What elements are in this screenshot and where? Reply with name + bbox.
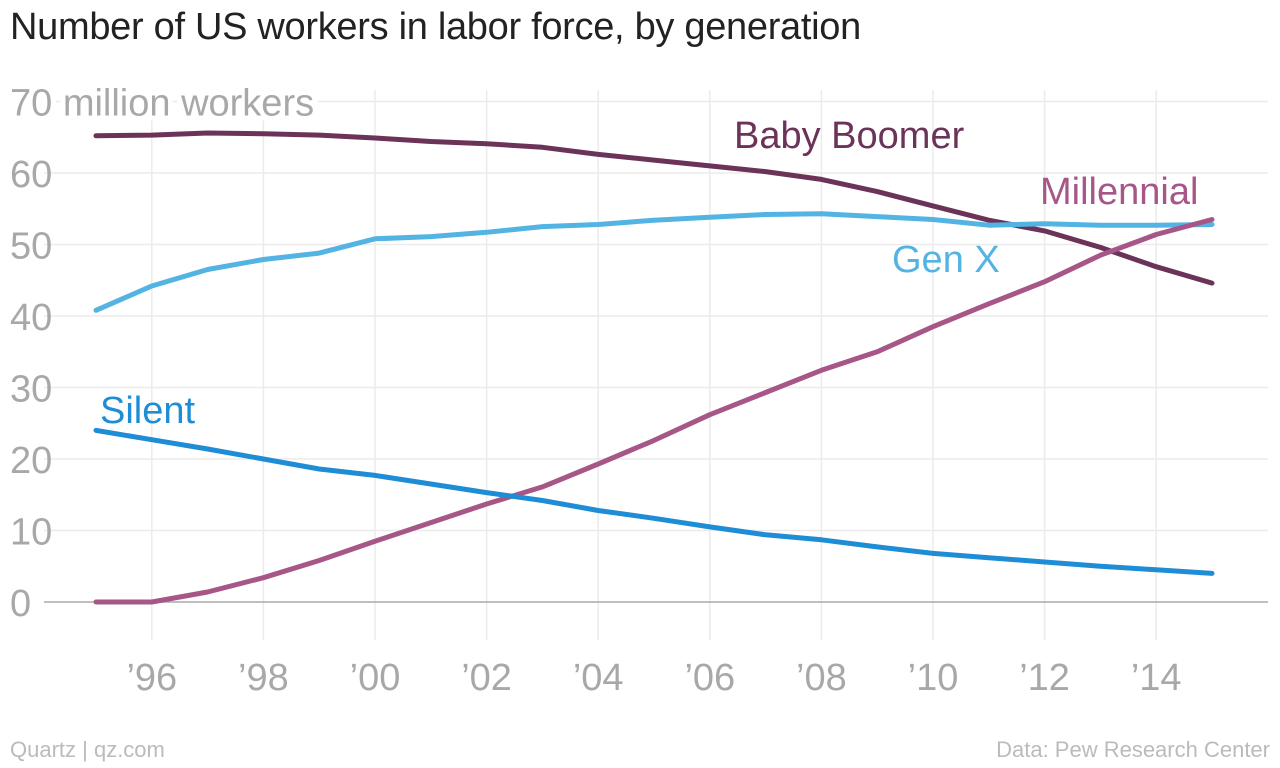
- footer-source-right: Data: Pew Research Center: [996, 737, 1270, 762]
- series-label-gen-x: Gen X: [892, 239, 1000, 281]
- grid-layer: [44, 90, 1268, 640]
- y-tick-label: 40: [10, 297, 52, 339]
- series-layer: [93, 130, 1215, 605]
- y-tick-label: 60: [10, 154, 52, 196]
- x-tick-label: ’10: [908, 657, 959, 699]
- series-line-baby-boomer: [93, 130, 1215, 286]
- series-line-gen-x: [93, 211, 1215, 313]
- y-tick-label: 0: [10, 583, 31, 625]
- y-axis-unit-label: 70 million workers: [10, 83, 314, 125]
- x-tick-label: ’04: [573, 657, 624, 699]
- x-tick-label: ’02: [461, 657, 512, 699]
- y-tick-label: 30: [10, 369, 52, 411]
- series-label-silent: Silent: [100, 390, 195, 432]
- series-label-millennial: Millennial: [1040, 171, 1198, 213]
- x-tick-label: ’96: [126, 657, 177, 699]
- y-tick-label: 20: [10, 440, 52, 482]
- series-line-silent: [93, 427, 1215, 576]
- y-tick-label: 10: [10, 512, 52, 554]
- footer-source-left: Quartz | qz.com: [10, 737, 165, 762]
- chart-title: Number of US workers in labor force, by …: [10, 6, 861, 48]
- label-layer: ’96 ’98 ’00 ’02 ’04 ’06 ’08 ’10 ’12 ’14 0 10 20 30 40 5…: [5, 78, 1198, 700]
- x-tick-label: ’00: [350, 657, 401, 699]
- y-tick-label: 50: [10, 226, 52, 268]
- series-label-baby-boomer: Baby Boomer: [734, 115, 965, 157]
- x-tick-label: ’98: [238, 657, 289, 699]
- x-tick-label: ’14: [1131, 657, 1182, 699]
- series-line-millennial: [93, 217, 1215, 605]
- x-tick-label: ’08: [796, 657, 847, 699]
- x-tick-label: ’12: [1019, 657, 1070, 699]
- x-tick-label: ’06: [684, 657, 735, 699]
